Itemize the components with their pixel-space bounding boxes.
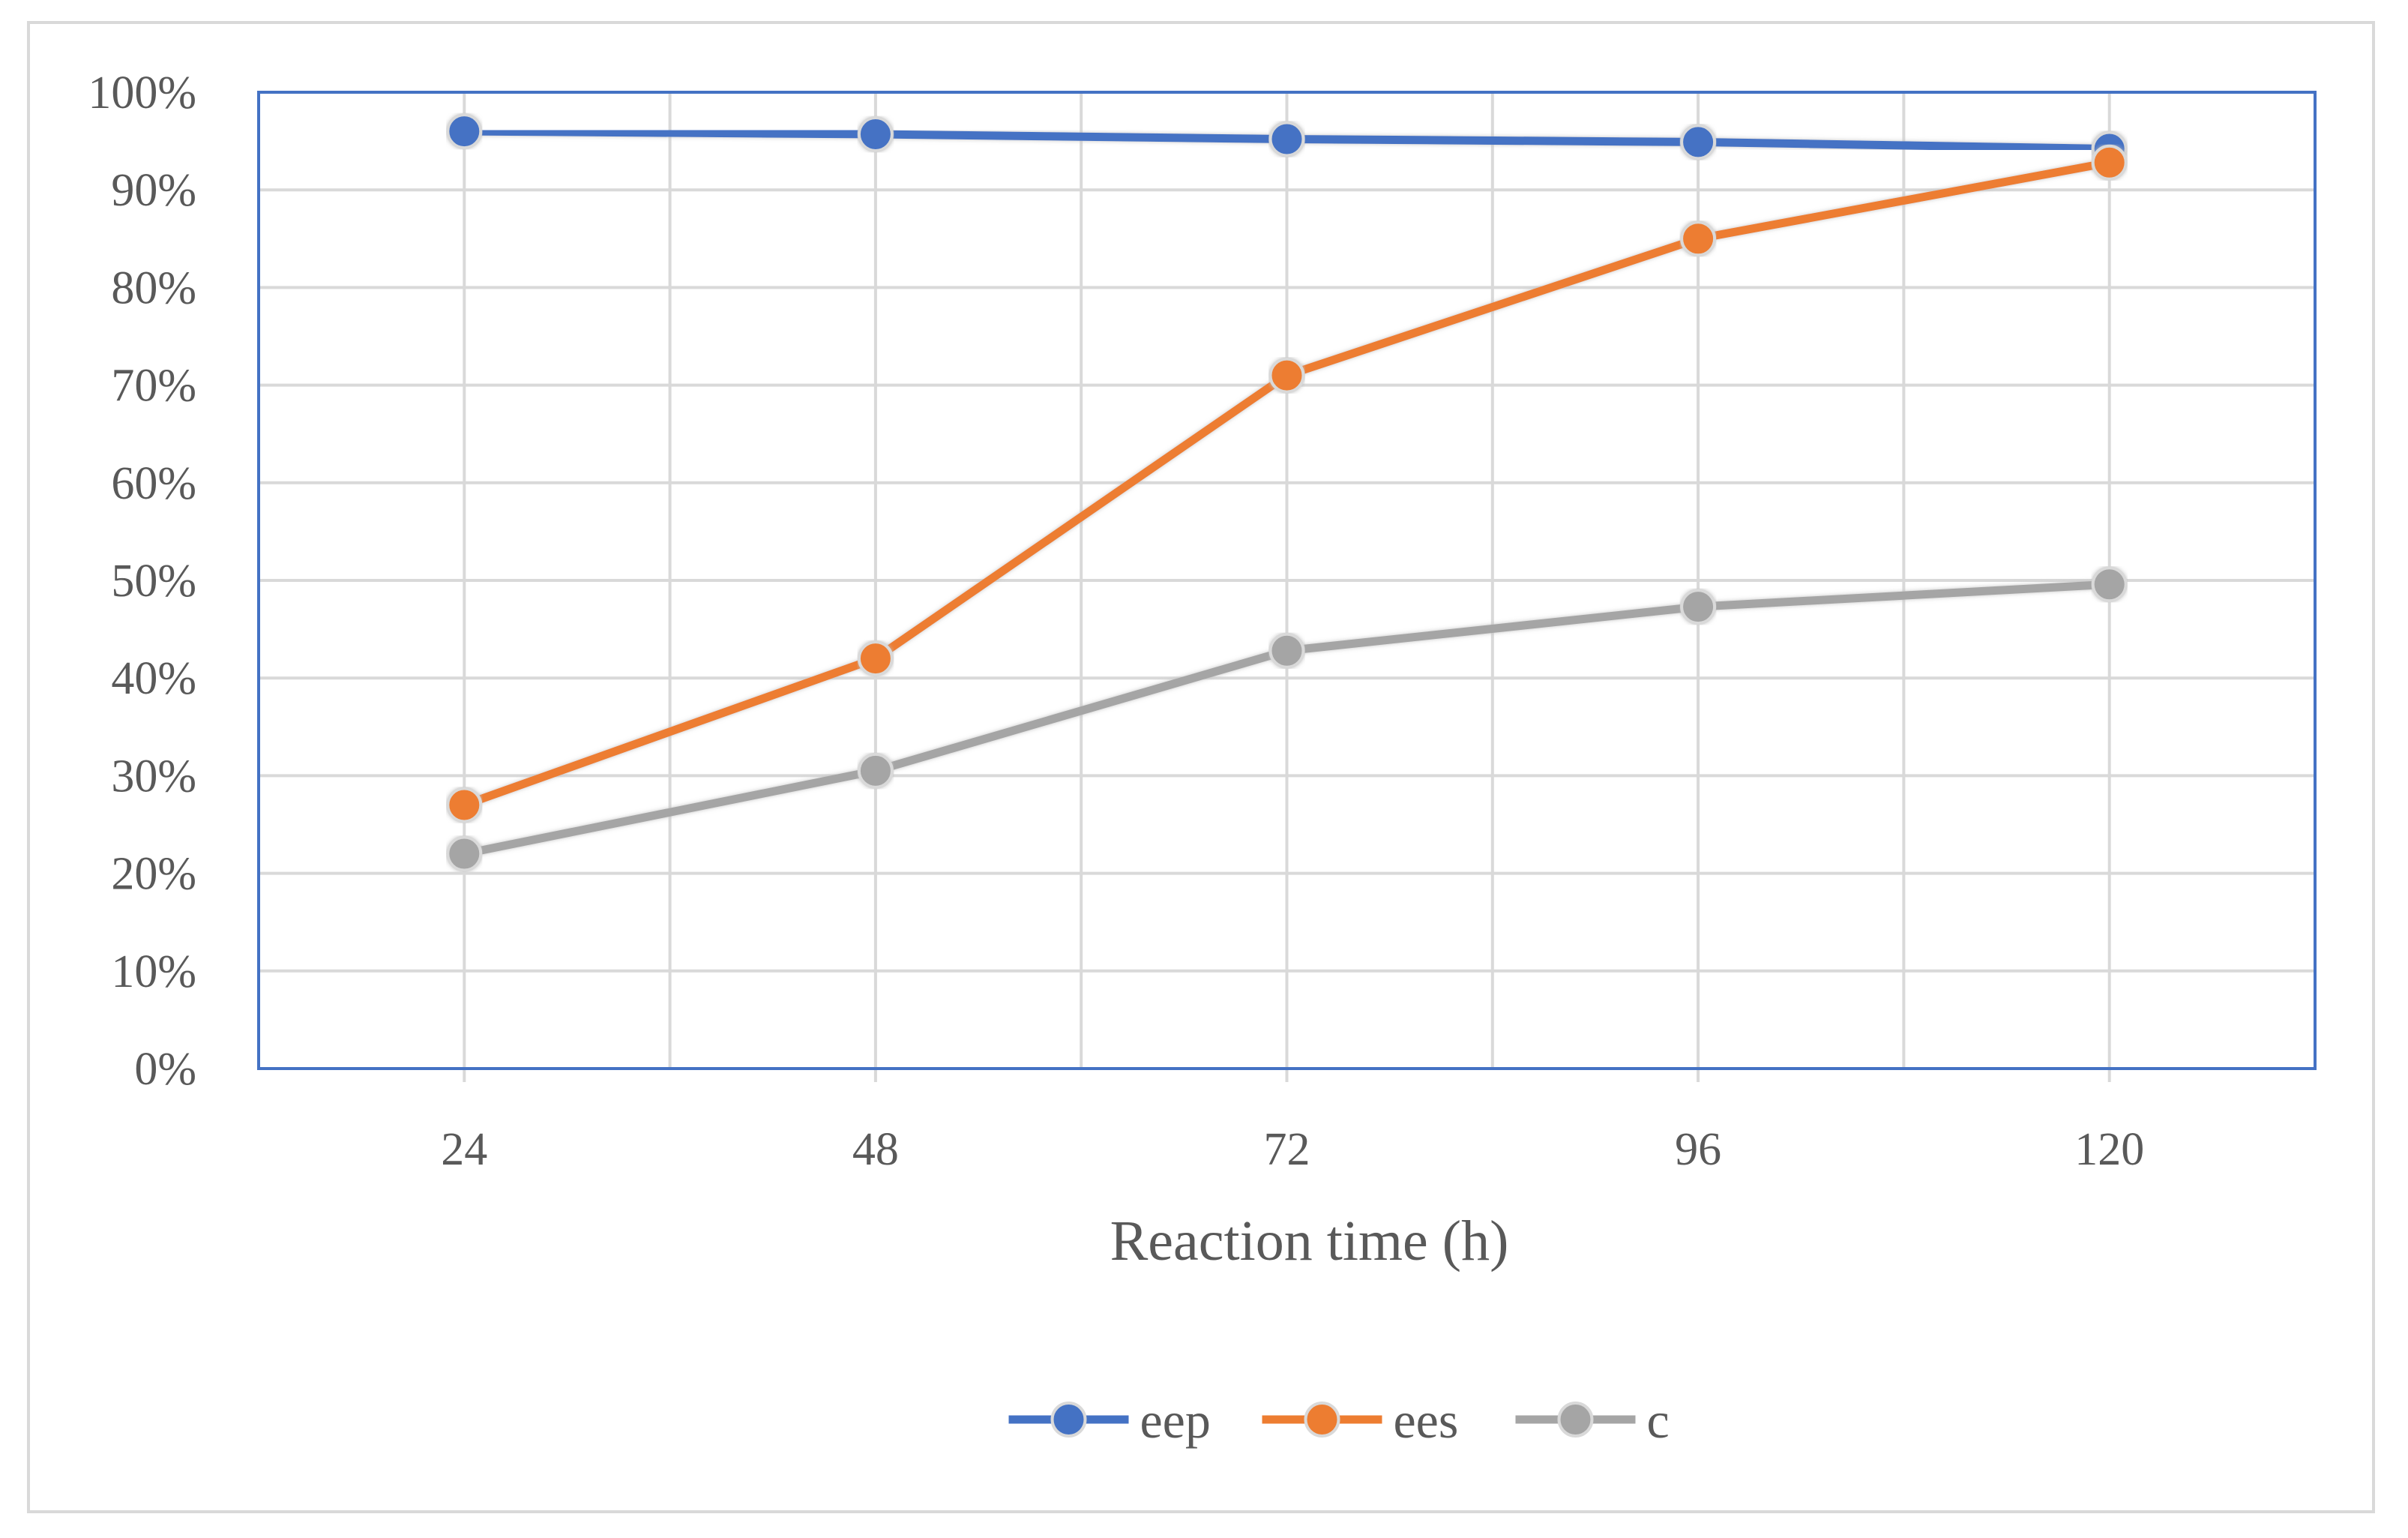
data-point-c [857, 752, 894, 789]
y-tick-label: 80% [111, 262, 196, 313]
data-point-c [1680, 589, 1717, 625]
data-point-eep [446, 113, 483, 150]
x-tick-label: 96 [1675, 1124, 1721, 1175]
legend-label-c: c [1647, 1392, 1670, 1449]
data-point-c [2091, 566, 2128, 603]
y-tick-label: 20% [111, 849, 196, 900]
y-tick-label: 100% [88, 67, 196, 118]
data-point-c [1268, 632, 1305, 669]
series-lines [446, 113, 2128, 872]
legend-entry-eep: eep [1008, 1392, 1211, 1449]
y-axis-tick-labels: 0% 10% 20% 30% 40% 50% 60% 70% 80% 90% 100% [88, 67, 196, 1095]
x-tick-label: 24 [441, 1124, 487, 1175]
plot-area [257, 91, 2317, 1070]
y-tick-label: 10% [111, 946, 196, 997]
data-point-ees [2091, 144, 2128, 181]
y-tick-label: 40% [111, 653, 196, 704]
chart-frame [27, 21, 2375, 1513]
series-ees [446, 144, 2128, 823]
x-tick-label: 72 [1264, 1124, 1310, 1175]
y-tick-label: 90% [111, 165, 196, 216]
series-c [446, 566, 2128, 872]
data-point-ees [446, 787, 483, 823]
data-point-eep [857, 115, 894, 152]
legend-marker-c [1557, 1402, 1594, 1438]
data-point-ees [857, 640, 894, 677]
x-tick-label: 120 [2074, 1124, 2144, 1175]
legend-label-ees: ees [1394, 1392, 1459, 1449]
x-tick-label: 48 [852, 1124, 899, 1175]
data-point-c [446, 835, 483, 872]
legend-entry-ees: ees [1262, 1392, 1459, 1449]
legend-label-eep: eep [1140, 1392, 1211, 1449]
y-tick-label: 70% [111, 361, 196, 412]
legend-marker-eep [1050, 1402, 1087, 1438]
data-point-eep [1268, 121, 1305, 157]
y-tick-label: 0% [134, 1044, 196, 1095]
data-point-ees [1680, 220, 1717, 257]
legend-entry-c: c [1515, 1392, 1670, 1449]
x-axis-title: Reaction time (h) [1110, 1210, 1509, 1273]
y-tick-label: 60% [111, 458, 196, 509]
legend-marker-ees [1304, 1402, 1340, 1438]
y-tick-label: 50% [111, 556, 196, 607]
data-point-ees [1268, 357, 1305, 394]
y-tick-label: 30% [111, 751, 196, 802]
legend: eep ees c [1008, 1392, 1670, 1449]
data-point-eep [1680, 124, 1717, 160]
x-axis-tick-labels: 24 48 72 96 120 [441, 1124, 2144, 1175]
